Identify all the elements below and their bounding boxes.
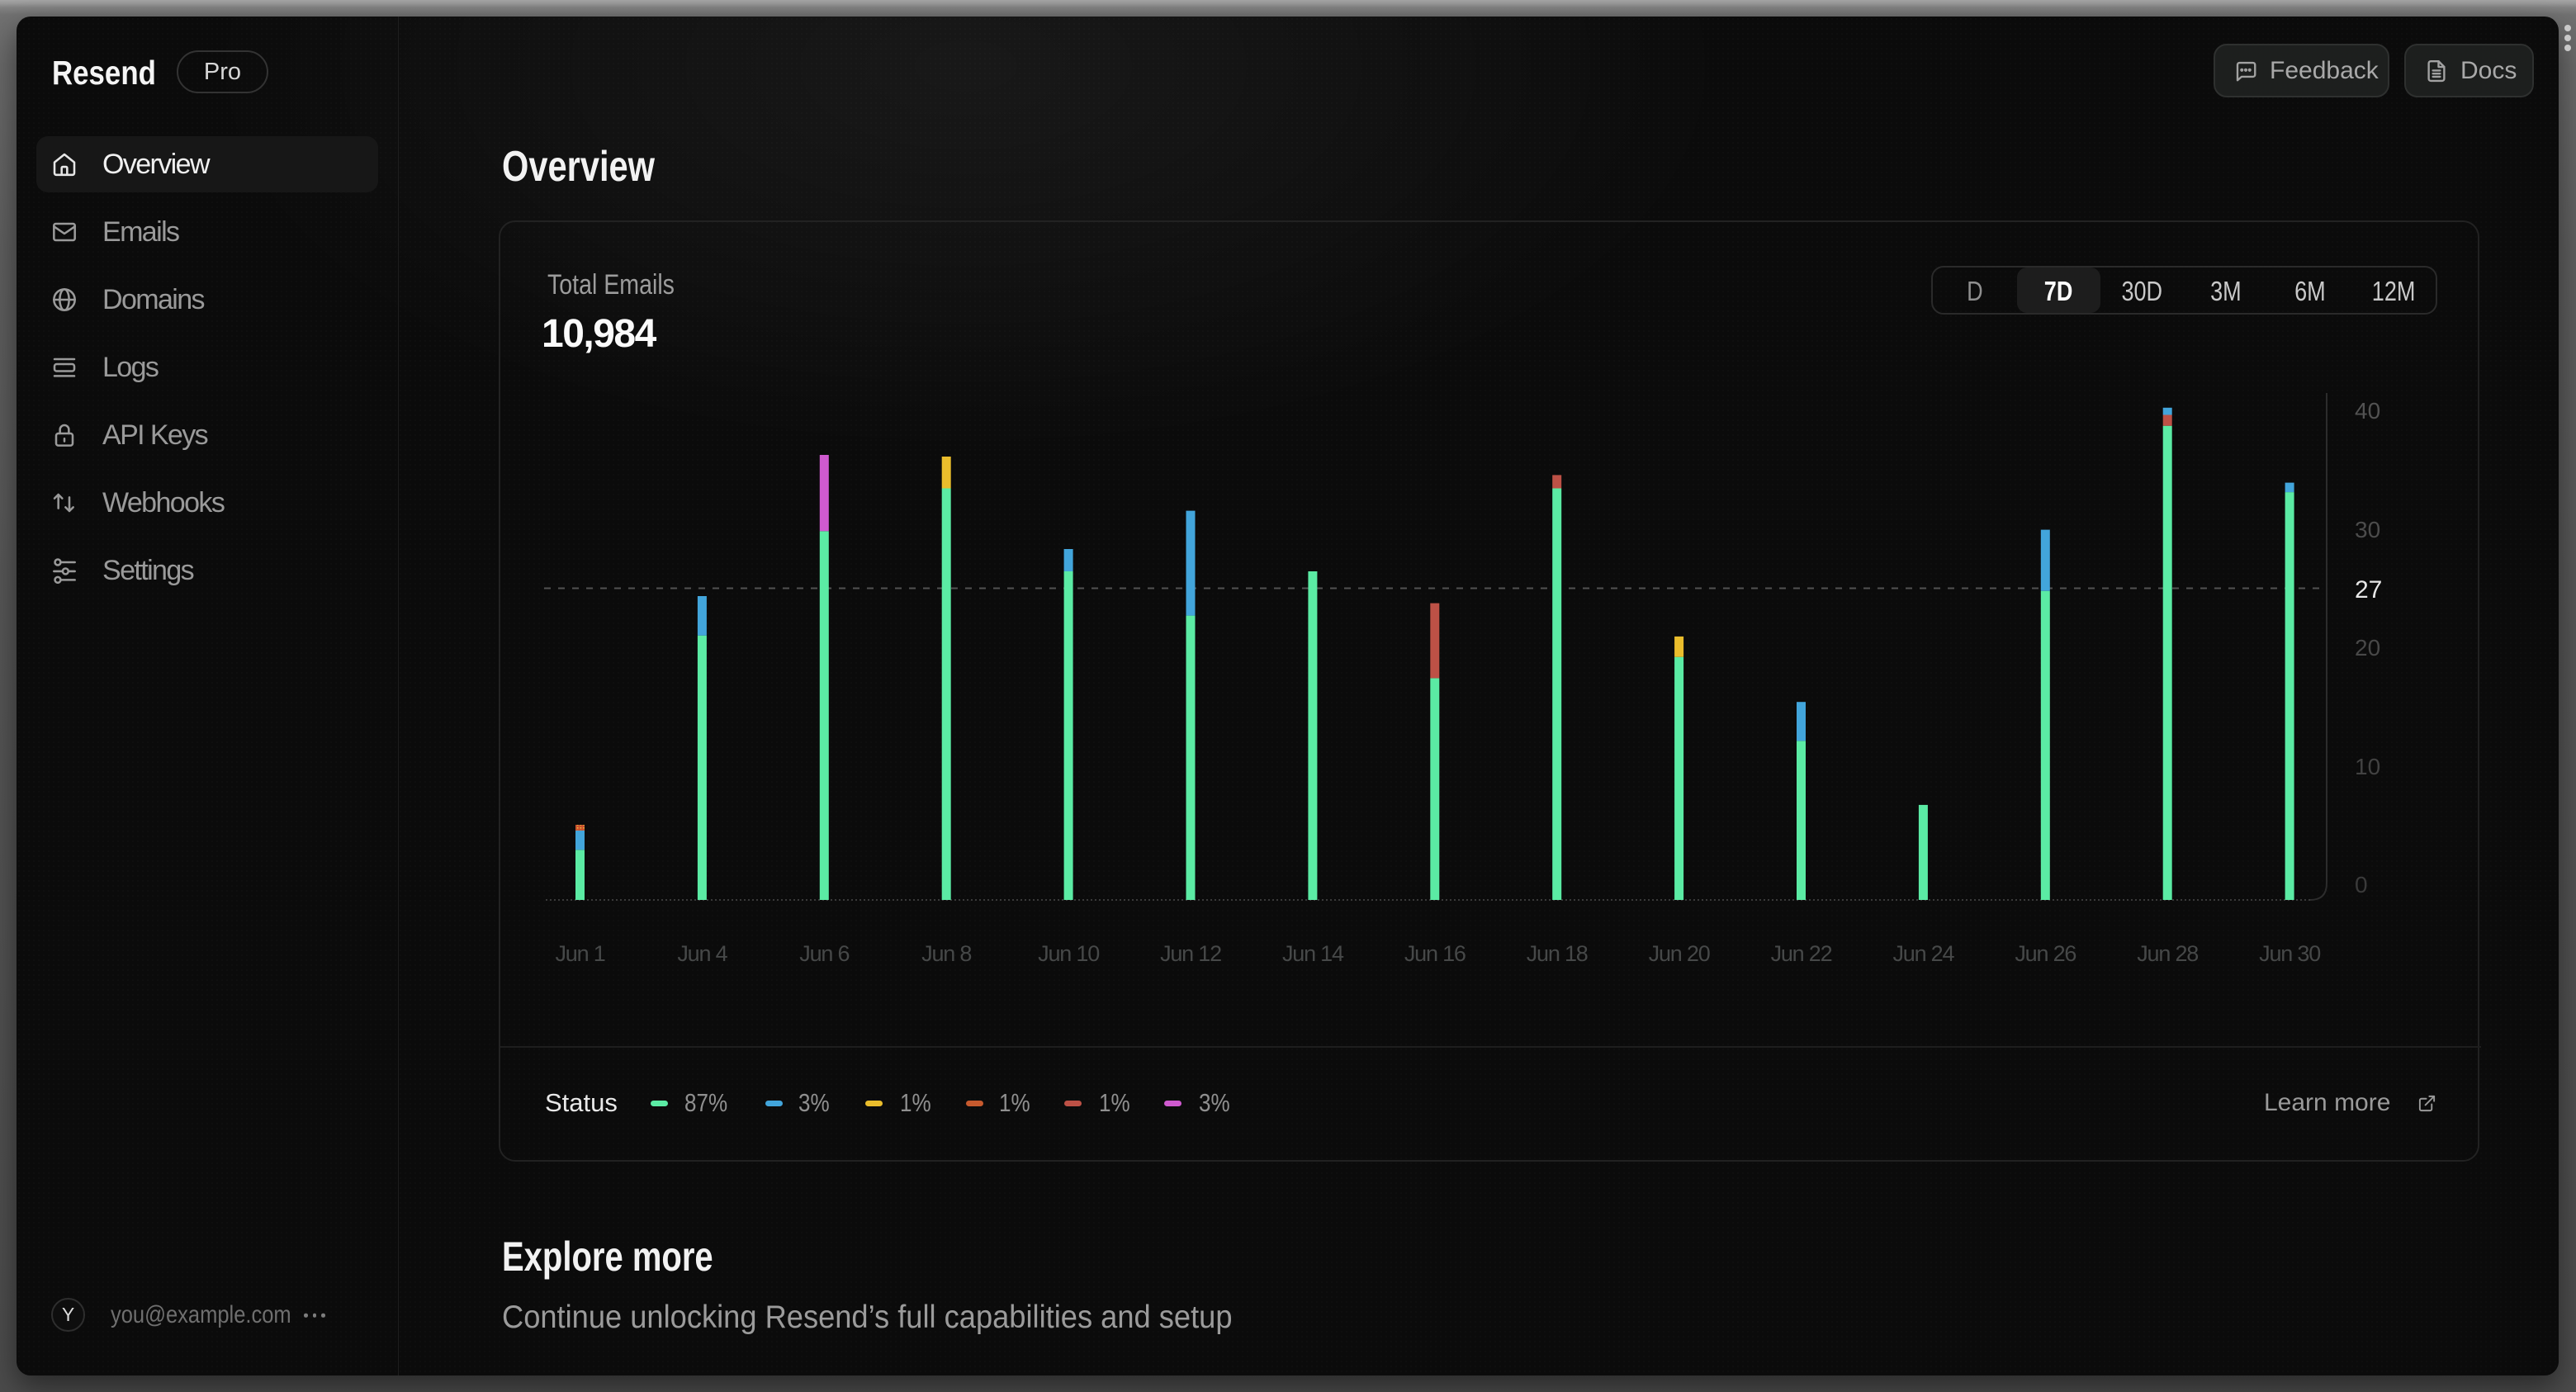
svg-text:Jun 18: Jun 18	[1527, 941, 1588, 966]
svg-text:0: 0	[2355, 872, 2368, 897]
svg-text:Jun 1: Jun 1	[555, 941, 604, 966]
svg-text:40: 40	[2355, 398, 2380, 424]
svg-text:Jun 8: Jun 8	[921, 941, 971, 966]
svg-text:Jun 4: Jun 4	[677, 941, 727, 966]
svg-text:Jun 28: Jun 28	[2137, 941, 2198, 966]
svg-text:Jun 24: Jun 24	[1892, 941, 1954, 966]
svg-text:Jun 26: Jun 26	[2015, 941, 2076, 966]
svg-text:Jun 20: Jun 20	[1649, 941, 1710, 966]
svg-text:Jun 30: Jun 30	[2259, 941, 2320, 966]
svg-text:Jun 12: Jun 12	[1160, 941, 1221, 966]
svg-text:Jun 22: Jun 22	[1771, 941, 1832, 966]
svg-text:20: 20	[2355, 635, 2380, 660]
svg-text:10: 10	[2355, 754, 2380, 779]
svg-text:30: 30	[2355, 517, 2380, 542]
svg-text:Jun 6: Jun 6	[799, 941, 849, 966]
svg-text:27: 27	[2355, 576, 2382, 604]
svg-text:Jun 14: Jun 14	[1282, 941, 1344, 966]
svg-text:Jun 10: Jun 10	[1038, 941, 1099, 966]
svg-text:Jun 16: Jun 16	[1404, 941, 1466, 966]
